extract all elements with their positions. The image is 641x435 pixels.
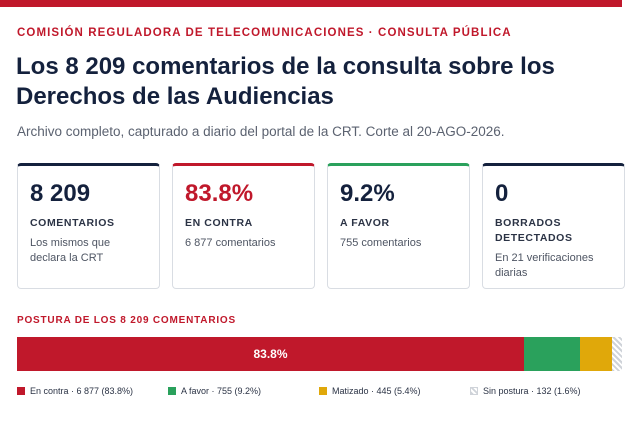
legend-swatch (17, 387, 25, 395)
legend-item-a-favor: A favor · 755 (9.2%) (168, 386, 261, 396)
stat-value: 83.8% (185, 180, 254, 207)
stat-note: Los mismos que declara la CRT (30, 237, 111, 264)
stat-label: BORRADOS DETECTADOS (495, 217, 573, 244)
bar-legend: En contra · 6 877 (83.8%) A favor · 755 … (17, 386, 622, 398)
legend-label: Sin postura · 132 (1.6%) (483, 386, 581, 396)
kicker: COMISIÓN REGULADORA DE TELECOMUNICACIONE… (17, 27, 512, 39)
bar-segment-en-contra: 83.8% (17, 337, 524, 371)
stat-card-en-contra: 83.8% EN CONTRA 6 877 comentarios (172, 163, 315, 289)
stat-value: 9.2% (340, 180, 395, 207)
stat-value: 0 (495, 180, 509, 207)
bar-segment-a-favor (523, 337, 580, 371)
top-accent-line (0, 0, 622, 7)
page-title: Los 8 209 comentarios de la consulta sob… (16, 53, 555, 110)
stat-note: En 21 verificaciones diarias (495, 252, 594, 279)
bar-segment-sin-postura (612, 337, 622, 371)
legend-label: A favor · 755 (9.2%) (181, 386, 262, 396)
stat-note: 6 877 comentarios (185, 237, 276, 249)
stat-card-a-favor: 9.2% A FAVOR 755 comentarios (327, 163, 470, 289)
stat-value: 8 209 (30, 180, 91, 207)
legend-label: Matizado · 445 (5.4%) (332, 386, 421, 396)
legend-swatch (319, 387, 327, 395)
stat-note: 755 comentarios (340, 237, 422, 249)
stat-cards: 8 209 COMENTARIOS Los mismos que declara… (17, 163, 625, 289)
bar-segment-matizado (579, 337, 613, 371)
legend-item-sin-postura: Sin postura · 132 (1.6%) (470, 386, 581, 396)
stat-label: A FAVOR (340, 217, 390, 229)
legend-swatch (470, 387, 478, 395)
stat-card-comentarios: 8 209 COMENTARIOS Los mismos que declara… (17, 163, 160, 289)
legend-item-en-contra: En contra · 6 877 (83.8%) (17, 386, 133, 396)
legend-item-matizado: Matizado · 445 (5.4%) (319, 386, 421, 396)
bar-segment-label: 83.8% (253, 347, 288, 361)
breakdown-title: POSTURA DE LOS 8 209 COMENTARIOS (17, 315, 236, 326)
page-subtitle: Archivo completo, capturado a diario del… (17, 124, 505, 139)
legend-label: En contra · 6 877 (83.8%) (30, 386, 134, 396)
stat-label: EN CONTRA (185, 217, 253, 229)
legend-swatch (168, 387, 176, 395)
stat-card-borrados: 0 BORRADOS DETECTADOS En 21 verificacion… (482, 163, 625, 289)
stat-label: COMENTARIOS (30, 217, 115, 229)
stance-bar: 83.8% (17, 337, 622, 371)
